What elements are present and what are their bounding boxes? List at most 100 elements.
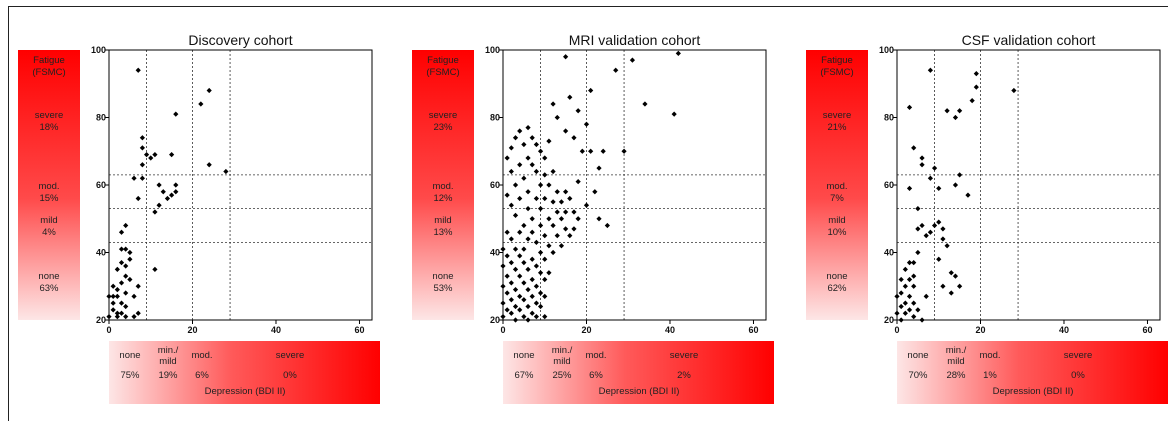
data-point bbox=[123, 273, 129, 279]
data-point bbox=[567, 233, 573, 239]
fatigue-legend-label: mild bbox=[434, 215, 451, 226]
data-point bbox=[148, 155, 154, 161]
data-point bbox=[542, 293, 548, 299]
data-point bbox=[504, 307, 510, 313]
data-point bbox=[500, 300, 506, 306]
data-point bbox=[500, 246, 506, 252]
data-point bbox=[927, 229, 933, 235]
depression-legend-label: mod. bbox=[585, 350, 606, 361]
data-point bbox=[952, 182, 959, 188]
data-point bbox=[114, 287, 120, 293]
chart-title: CSF validation cohort bbox=[962, 32, 1096, 48]
data-point bbox=[919, 155, 925, 161]
x-tick-label: 40 bbox=[271, 325, 281, 335]
data-point bbox=[110, 293, 116, 299]
data-point bbox=[114, 314, 120, 320]
data-point bbox=[118, 310, 125, 316]
x-tick-label: 20 bbox=[187, 325, 197, 335]
x-tick-label: 20 bbox=[581, 325, 591, 335]
depression-legend-pct: 0% bbox=[1071, 370, 1085, 381]
data-point bbox=[118, 280, 125, 286]
data-point bbox=[525, 266, 531, 272]
data-point bbox=[537, 206, 544, 212]
data-point bbox=[588, 148, 594, 154]
data-point bbox=[537, 290, 544, 296]
y-tick-label: 40 bbox=[490, 248, 500, 258]
fatigue-legend-label: mod. bbox=[432, 181, 453, 192]
data-point bbox=[969, 98, 975, 104]
data-point bbox=[592, 189, 598, 195]
data-point bbox=[952, 273, 959, 279]
data-point bbox=[525, 206, 531, 212]
data-point bbox=[206, 87, 212, 94]
fatigue-legend-pct: 12% bbox=[433, 193, 453, 204]
data-point bbox=[169, 192, 175, 198]
fatigue-legend-subtitle: (FSMC) bbox=[820, 67, 853, 78]
data-point bbox=[123, 290, 129, 296]
data-point bbox=[550, 199, 556, 205]
data-point bbox=[940, 283, 946, 289]
data-point bbox=[500, 314, 506, 320]
x-tick-label: 0 bbox=[106, 325, 111, 335]
data-point bbox=[906, 293, 913, 299]
data-point bbox=[894, 293, 900, 299]
depression-legend-label: none bbox=[907, 350, 928, 361]
data-point bbox=[902, 283, 908, 289]
data-point bbox=[508, 297, 514, 303]
data-point bbox=[554, 209, 560, 215]
x-tick-label: 40 bbox=[665, 325, 675, 335]
data-point bbox=[604, 222, 610, 229]
data-point bbox=[529, 162, 535, 168]
data-point bbox=[575, 216, 581, 222]
data-point bbox=[923, 233, 929, 239]
depression-legend-pct: 28% bbox=[946, 370, 966, 381]
data-point bbox=[575, 179, 581, 185]
data-point bbox=[537, 182, 544, 188]
data-point bbox=[123, 263, 129, 269]
data-point bbox=[936, 185, 942, 191]
data-point bbox=[944, 108, 950, 114]
data-point bbox=[902, 310, 908, 316]
data-point bbox=[512, 135, 519, 141]
depression-legend-label: min./ bbox=[158, 345, 179, 356]
chart-panel-2: CSF validation cohort Fatigue(FSMC) severe… bbox=[806, 32, 1168, 404]
data-point bbox=[898, 290, 904, 296]
fatigue-legend-pct: 18% bbox=[39, 122, 59, 133]
data-point bbox=[110, 307, 116, 313]
fatigue-legend-title: Fatigue bbox=[821, 55, 853, 66]
fatigue-legend-label: mild bbox=[828, 215, 845, 226]
data-point bbox=[948, 270, 954, 276]
data-point bbox=[512, 246, 519, 252]
data-point bbox=[533, 168, 539, 175]
y-tick-label: 60 bbox=[96, 180, 106, 190]
data-point bbox=[542, 256, 548, 262]
figure-frame bbox=[8, 6, 1168, 421]
data-point bbox=[931, 165, 938, 171]
depression-legend-box bbox=[109, 341, 380, 404]
data-point bbox=[139, 175, 145, 181]
depression-legend-label-2: mild bbox=[159, 356, 176, 367]
depression-legend-label: min./ bbox=[946, 345, 967, 356]
data-point bbox=[550, 168, 556, 175]
data-point bbox=[508, 145, 514, 151]
y-tick-label: 100 bbox=[485, 45, 500, 55]
data-point bbox=[944, 243, 950, 249]
fatigue-legend-subtitle: (FSMC) bbox=[426, 67, 459, 78]
data-point bbox=[957, 172, 963, 178]
data-point bbox=[525, 236, 531, 242]
data-point bbox=[508, 260, 514, 266]
chart-title: MRI validation cohort bbox=[569, 32, 701, 48]
depression-legend-label-2: mild bbox=[553, 356, 570, 367]
data-point bbox=[504, 290, 510, 296]
data-point bbox=[546, 216, 552, 222]
data-point bbox=[621, 148, 627, 154]
fatigue-legend-pct: 4% bbox=[42, 227, 56, 238]
data-point bbox=[521, 141, 527, 148]
data-point bbox=[529, 276, 535, 283]
depression-legend-label: severe bbox=[670, 350, 699, 361]
fatigue-legend-box bbox=[412, 50, 474, 320]
data-point bbox=[558, 243, 565, 249]
depression-legend-pct: 19% bbox=[158, 370, 178, 381]
data-point bbox=[906, 260, 913, 266]
